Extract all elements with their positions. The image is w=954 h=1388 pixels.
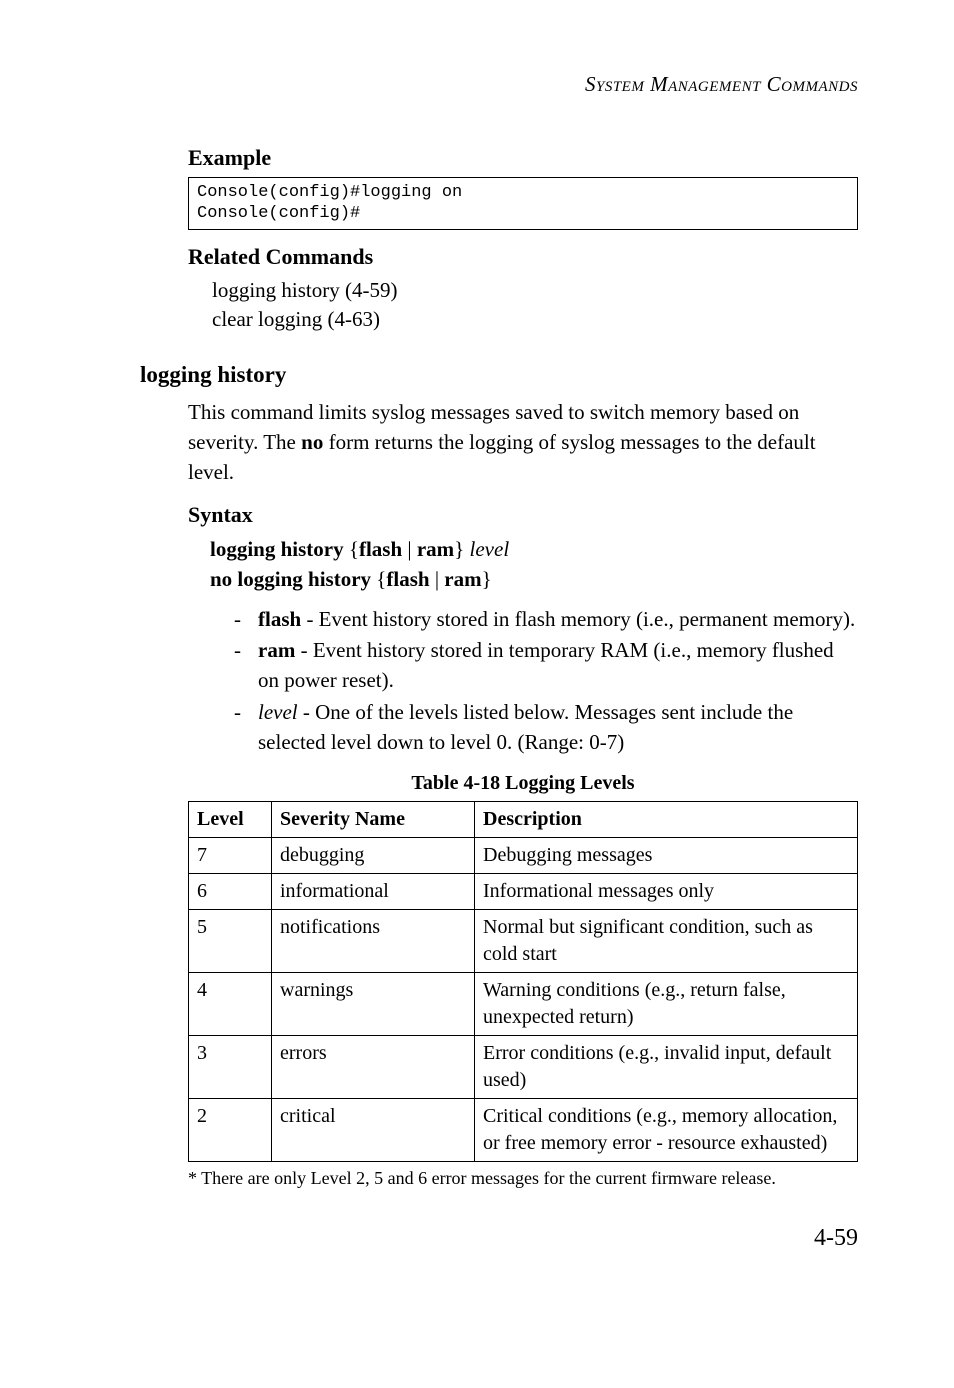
page-number: 4-59 [140, 1225, 858, 1252]
example-heading: Example [188, 145, 858, 171]
page: System Management Commands Example Conso… [0, 0, 954, 1312]
bullet-lead: flash [258, 607, 301, 631]
cell-name: informational [272, 873, 475, 909]
cell-level: 5 [189, 909, 272, 972]
cell-desc: Debugging messages [475, 837, 858, 873]
cell-name: debugging [272, 837, 475, 873]
bullet-body: flash - Event history stored in flash me… [258, 605, 858, 635]
example-code: Console(config)#logging on Console(confi… [188, 177, 858, 230]
example-block: Example Console(config)#logging on Conso… [188, 145, 858, 334]
bullet-rest: - Event history stored in temporary RAM … [258, 638, 834, 692]
cell-desc: Normal but significant condition, such a… [475, 909, 858, 972]
related-item: logging history (4-59) [212, 276, 858, 305]
table-row: 6 informational Informational messages o… [189, 873, 858, 909]
cell-name: notifications [272, 909, 475, 972]
bullet-item: - ram - Event history stored in temporar… [234, 636, 858, 696]
txt: } [454, 537, 469, 561]
cell-name: warnings [272, 972, 475, 1035]
table-row: 7 debugging Debugging messages [189, 837, 858, 873]
table-caption: Table 4-18 Logging Levels [188, 772, 858, 795]
syntax-line-1: logging history {flash | ram} level [210, 534, 858, 564]
bullet-dash: - [234, 698, 258, 758]
section-title: logging history [140, 362, 858, 388]
table-row: 2 critical Critical conditions (e.g., me… [189, 1098, 858, 1161]
txt: | [430, 567, 445, 591]
th-severity: Severity Name [272, 801, 475, 837]
cell-level: 4 [189, 972, 272, 1035]
kw: no logging history [210, 567, 371, 591]
table-row: 5 notifications Normal but significant c… [189, 909, 858, 972]
logging-levels-table: Level Severity Name Description 7 debugg… [188, 801, 858, 1162]
related-item: clear logging (4-63) [212, 305, 858, 334]
cell-level: 3 [189, 1035, 272, 1098]
table-footnote: * There are only Level 2, 5 and 6 error … [188, 1168, 858, 1189]
cell-level: 2 [189, 1098, 272, 1161]
bullet-body: ram - Event history stored in temporary … [258, 636, 858, 696]
bullet-item: - level - One of the levels listed below… [234, 698, 858, 758]
bullet-dash: - [234, 605, 258, 635]
bullet-dash: - [234, 636, 258, 696]
kw: flash [359, 537, 402, 561]
txt: | [402, 537, 417, 561]
cell-desc: Warning conditions (e.g., return false, … [475, 972, 858, 1035]
syntax-line-2: no logging history {flash | ram} [210, 564, 858, 594]
kw: logging history [210, 537, 344, 561]
th-level: Level [189, 801, 272, 837]
cell-desc: Critical conditions (e.g., memory alloca… [475, 1098, 858, 1161]
kw: flash [386, 567, 429, 591]
bullet-rest: - One of the levels listed below. Messag… [258, 700, 793, 754]
bullet-rest: - Event history stored in flash memory (… [301, 607, 855, 631]
section-body: This command limits syslog messages save… [188, 398, 858, 1188]
table-header-row: Level Severity Name Description [189, 801, 858, 837]
running-head: System Management Commands [140, 72, 858, 97]
cell-level: 7 [189, 837, 272, 873]
th-description: Description [475, 801, 858, 837]
related-heading: Related Commands [188, 244, 858, 270]
syntax-bullets: - flash - Event history stored in flash … [234, 605, 858, 758]
table-row: 3 errors Error conditions (e.g., invalid… [189, 1035, 858, 1098]
cell-name: errors [272, 1035, 475, 1098]
txt: { [344, 537, 359, 561]
section-desc: This command limits syslog messages save… [188, 398, 858, 487]
table-row: 4 warnings Warning conditions (e.g., ret… [189, 972, 858, 1035]
cell-name: critical [272, 1098, 475, 1161]
txt: { [371, 567, 386, 591]
arg: level [470, 537, 510, 561]
no-keyword: no [301, 430, 323, 454]
cell-desc: Error conditions (e.g., invalid input, d… [475, 1035, 858, 1098]
txt: } [482, 567, 492, 591]
syntax-heading: Syntax [188, 502, 858, 528]
bullet-body: level - One of the levels listed below. … [258, 698, 858, 758]
kw: ram [444, 567, 481, 591]
bullet-item: - flash - Event history stored in flash … [234, 605, 858, 635]
bullet-lead: ram [258, 638, 295, 662]
kw: ram [417, 537, 454, 561]
bullet-lead: level [258, 700, 298, 724]
cell-level: 6 [189, 873, 272, 909]
cell-desc: Informational messages only [475, 873, 858, 909]
